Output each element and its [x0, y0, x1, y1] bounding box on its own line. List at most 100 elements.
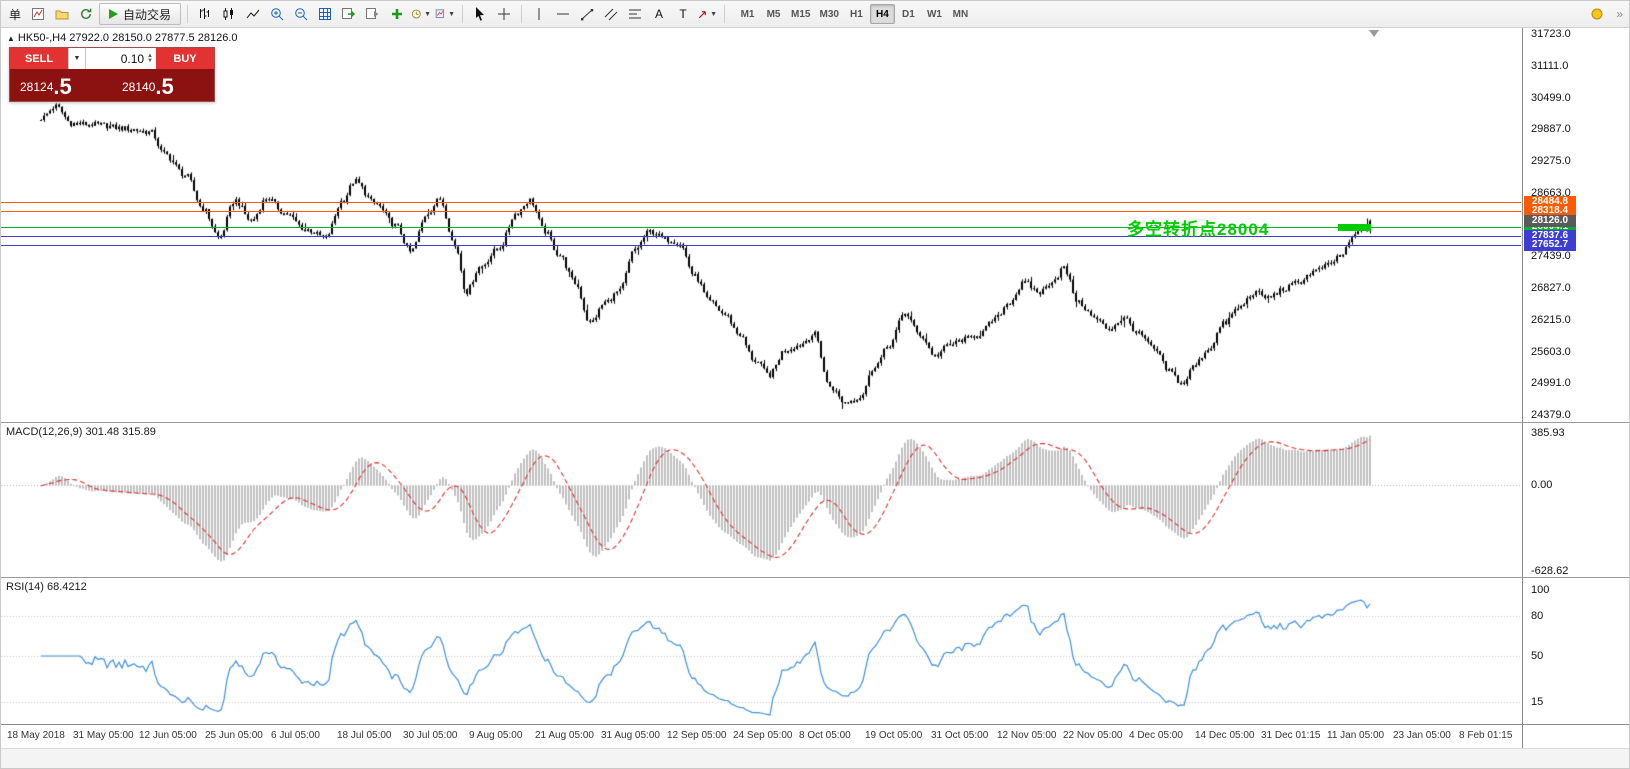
horizontal-line-icon[interactable]	[552, 3, 574, 25]
toolbar-separator	[521, 5, 523, 23]
toolbar-overflow-icon[interactable]: »	[1616, 7, 1623, 21]
stepper-down-icon[interactable]: ▼	[147, 57, 153, 64]
timeframe-button-m15[interactable]: M15	[787, 4, 814, 24]
auto-scroll-icon[interactable]	[338, 3, 360, 25]
timeframe-button-m30[interactable]: M30	[815, 4, 842, 24]
toolbar-right-group: »	[1586, 3, 1627, 25]
timeframe-button-h4[interactable]: H4	[869, 4, 895, 24]
candlestick-chart-icon[interactable]	[218, 3, 240, 25]
timeframe-button-h1[interactable]: H1	[844, 4, 869, 24]
svg-text:T: T	[679, 7, 687, 21]
profiles-icon[interactable]	[51, 3, 73, 25]
periods-icon[interactable]: ▼	[410, 3, 432, 25]
trade-widget-price-row: 28124.5 28140.5	[10, 69, 214, 101]
time-axis-label: 14 Dec 05:00	[1195, 730, 1255, 741]
timeframe-button-mn[interactable]: MN	[948, 4, 973, 24]
volume-value: 0.10	[120, 51, 145, 66]
fibonacci-icon[interactable]	[624, 3, 646, 25]
price-axis-label: 29887.0	[1531, 123, 1571, 135]
price-axis-label: 24991.0	[1531, 377, 1571, 389]
timeframe-button-m5[interactable]: M5	[761, 4, 786, 24]
trendline-icon[interactable]	[576, 3, 598, 25]
label-icon[interactable]: T	[672, 3, 694, 25]
panel-splitter[interactable]	[1, 577, 1629, 578]
time-axis-label: 8 Oct 05:00	[799, 730, 851, 741]
timeframe-button-m1[interactable]: M1	[735, 4, 760, 24]
panel-splitter[interactable]	[1, 422, 1629, 423]
grid-icon[interactable]	[314, 3, 336, 25]
timeframe-button-w1[interactable]: W1	[922, 4, 947, 24]
crosshair-icon[interactable]	[493, 3, 515, 25]
new-chart-icon[interactable]	[27, 3, 49, 25]
time-axis-label: 18 Jul 05:00	[337, 730, 392, 741]
time-axis-label: 22 Nov 05:00	[1063, 730, 1123, 741]
volume-dropdown[interactable]: ▼	[68, 48, 85, 69]
time-axis-label: 24 Sep 05:00	[733, 730, 793, 741]
price-axis-label: 26215.0	[1531, 314, 1571, 326]
sell-price[interactable]: 28124.5	[20, 74, 72, 99]
macd-panel: MACD(12,26,9) 301.48 315.89 385.93 0.00 -6…	[1, 423, 1629, 577]
line-chart-icon[interactable]	[242, 3, 264, 25]
time-axis-label: 31 Oct 05:00	[931, 730, 989, 741]
chevron-down-icon: ▼	[710, 10, 718, 18]
arrows-icon[interactable]: ▼	[696, 3, 718, 25]
price-chart-panel: ▲ HK50-,H4 27922.0 28150.0 27877.5 28126.…	[1, 28, 1629, 422]
buy-button[interactable]: BUY	[156, 48, 214, 69]
time-axis[interactable]: 18 May 2018 31 May 05:00 12 Jun 05:00 25 Ju…	[1, 724, 1629, 748]
zoom-in-icon[interactable]	[266, 3, 288, 25]
zoom-out-icon[interactable]	[290, 3, 312, 25]
current-price-tag: 28126.0	[1524, 215, 1576, 227]
macd-canvas[interactable]	[1, 423, 1521, 577]
candlestick-canvas[interactable]	[1, 28, 1521, 422]
chart-annotation[interactable]: 多空转折点28004	[1127, 220, 1270, 239]
volume-steppers: ▲ ▼	[147, 52, 153, 64]
axis-separator-line	[1522, 28, 1523, 748]
rsi-axis-label: 80	[1531, 610, 1544, 622]
toolbar-separator	[187, 5, 189, 23]
timeframe-button-d1[interactable]: D1	[896, 4, 921, 24]
bar-chart-icon[interactable]	[194, 3, 216, 25]
time-axis-label: 12 Nov 05:00	[997, 730, 1057, 741]
price-axis-label: 24379.0	[1531, 409, 1571, 421]
toolbar-separator	[462, 5, 464, 23]
symbol-marker-icon: ▲	[7, 34, 15, 43]
chevron-down-icon: ▼	[424, 10, 432, 18]
time-axis-label: 30 Jul 05:00	[403, 730, 458, 741]
alert-icon[interactable]	[1586, 3, 1608, 25]
vertical-line-icon[interactable]	[528, 3, 550, 25]
stepper-up-icon[interactable]: ▲	[147, 52, 153, 59]
volume-input[interactable]: 0.10 ▲ ▼	[85, 48, 156, 69]
cursor-icon[interactable]	[469, 3, 491, 25]
time-axis-label: 8 Feb 01:15	[1459, 730, 1513, 741]
main-toolbar: 单 自动交易 ▼ ▼ A T ▼ M1 M5 M15 M30 H1 H4 D1 W1 MN	[1, 1, 1629, 28]
sell-button[interactable]: SELL	[10, 48, 68, 69]
time-axis-label: 19 Oct 05:00	[865, 730, 923, 741]
trade-widget-top-row: SELL ▼ 0.10 ▲ ▼ BUY	[10, 48, 214, 69]
rsi-label: RSI(14) 68.4212	[6, 581, 87, 593]
level-price-tag: 28318.4	[1524, 205, 1576, 217]
time-axis-label: 31 Aug 05:00	[601, 730, 660, 741]
indicators-icon[interactable]	[386, 3, 408, 25]
macd-axis-label: 0.00	[1531, 479, 1553, 491]
rsi-axis[interactable]: 100 80 50 15	[1523, 578, 1629, 724]
chart-shift-marker[interactable]	[1369, 30, 1379, 37]
rsi-axis-label: 50	[1531, 650, 1544, 662]
new-order-button[interactable]: 单	[9, 7, 22, 22]
rsi-canvas[interactable]	[1, 578, 1521, 724]
equidistant-channel-icon[interactable]	[600, 3, 622, 25]
autotrading-button[interactable]: 自动交易	[99, 3, 182, 25]
templates-icon[interactable]: ▼	[434, 3, 456, 25]
toolbar-separator	[724, 5, 726, 23]
text-icon[interactable]: A	[648, 3, 670, 25]
time-axis-label: 25 Jun 05:00	[205, 730, 263, 741]
time-axis-label: 31 Dec 01:15	[1261, 730, 1321, 741]
buy-price[interactable]: 28140.5	[122, 74, 174, 99]
price-axis[interactable]: 31723.0 31111.0 30499.0 29887.0 29275.0 28663…	[1523, 28, 1629, 422]
time-axis-label: 4 Dec 05:00	[1129, 730, 1183, 741]
macd-axis-label: -628.62	[1531, 565, 1569, 577]
price-axis-label: 26827.0	[1531, 282, 1571, 294]
time-axis-label: 9 Aug 05:00	[469, 730, 523, 741]
chart-shift-icon[interactable]	[362, 3, 384, 25]
macd-axis[interactable]: 385.93 0.00 -628.62	[1523, 423, 1629, 577]
refresh-icon[interactable]	[75, 3, 97, 25]
